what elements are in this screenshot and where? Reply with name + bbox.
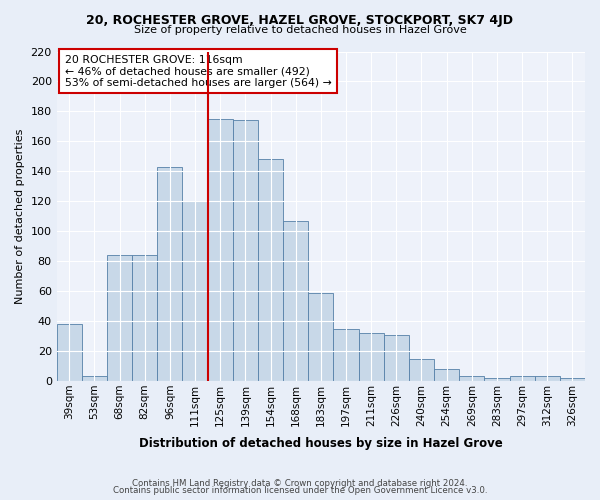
Bar (107, 255, 132, 381)
Bar (409, 358, 434, 381)
Bar (182, 202, 208, 381)
Bar (132, 255, 157, 381)
Bar (334, 328, 359, 381)
Bar (283, 220, 308, 381)
Bar (509, 376, 535, 381)
Bar (484, 378, 509, 381)
Bar (434, 369, 459, 381)
Bar (384, 334, 409, 381)
Bar (233, 120, 258, 381)
Text: Size of property relative to detached houses in Hazel Grove: Size of property relative to detached ho… (134, 25, 466, 35)
Bar (535, 376, 560, 381)
Text: Contains HM Land Registry data © Crown copyright and database right 2024.: Contains HM Land Registry data © Crown c… (132, 478, 468, 488)
Bar (258, 160, 283, 381)
Bar (157, 167, 182, 381)
Y-axis label: Number of detached properties: Number of detached properties (15, 128, 25, 304)
Bar (459, 376, 484, 381)
Text: 20, ROCHESTER GROVE, HAZEL GROVE, STOCKPORT, SK7 4JD: 20, ROCHESTER GROVE, HAZEL GROVE, STOCKP… (86, 14, 514, 27)
Text: 20 ROCHESTER GROVE: 116sqm
← 46% of detached houses are smaller (492)
53% of sem: 20 ROCHESTER GROVE: 116sqm ← 46% of deta… (65, 55, 331, 88)
Bar (208, 119, 233, 381)
Bar (560, 378, 585, 381)
Bar (82, 376, 107, 381)
Bar (308, 292, 334, 381)
X-axis label: Distribution of detached houses by size in Hazel Grove: Distribution of detached houses by size … (139, 437, 503, 450)
Bar (359, 333, 384, 381)
Bar (56, 324, 82, 381)
Text: Contains public sector information licensed under the Open Government Licence v3: Contains public sector information licen… (113, 486, 487, 495)
